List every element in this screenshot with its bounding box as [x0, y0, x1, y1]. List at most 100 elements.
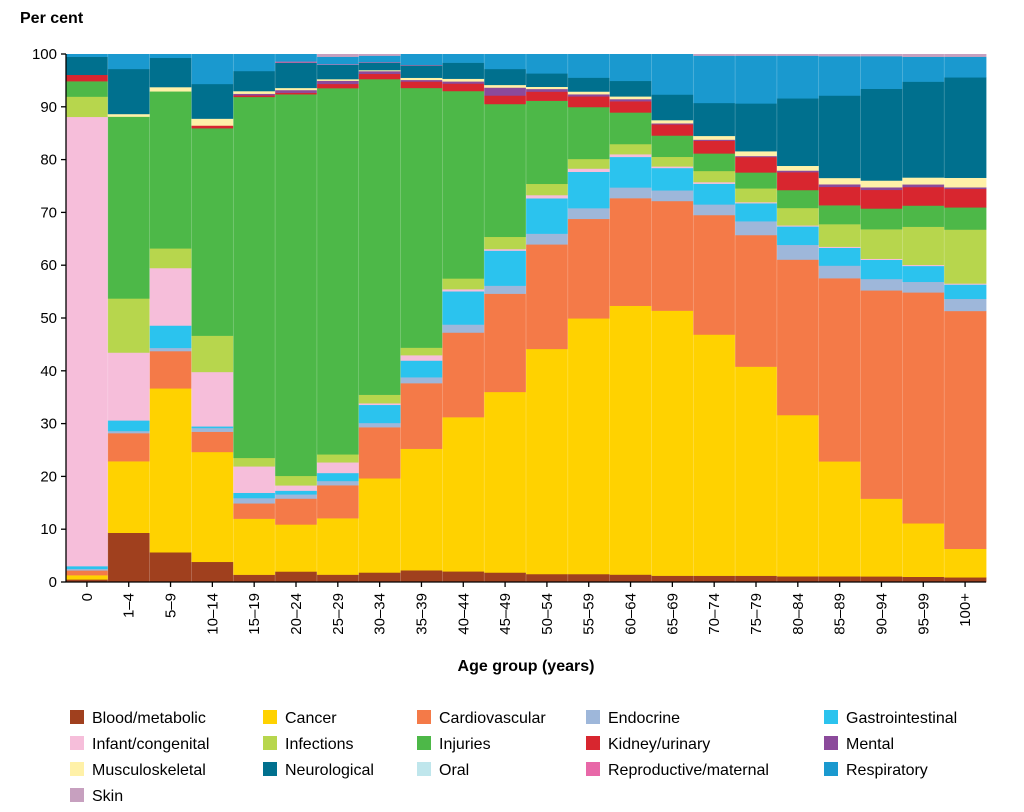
bar-segment-infant-congenital-90-94	[860, 258, 903, 261]
y-tick-label: 10	[40, 521, 57, 538]
bar-segment-neurological-45-49	[484, 68, 527, 86]
bar-segment-gastrointestinal-70-74	[693, 183, 736, 205]
bar-segment-infant-congenital-75-79	[735, 202, 778, 204]
bar-segment-cardiovascular-45-49	[484, 293, 527, 393]
bar-segment-blood-metabolic-15-19	[233, 574, 276, 583]
bar-segment-mental-75-79	[735, 155, 778, 158]
bar-segment-musculoskeletal-60-64	[609, 96, 652, 100]
bar-segment-gastrointestinal-50-54	[526, 198, 569, 234]
bar-segment-infant-congenital-5-9	[149, 267, 192, 326]
bar-segment-gastrointestinal-60-64	[609, 156, 652, 188]
y-tick-label: 70	[40, 204, 57, 221]
bar-segment-infant-congenital-20-24	[275, 485, 318, 491]
bar-segment-endocrine-10-14	[191, 427, 234, 432]
bar-segment-cancer-30-34	[358, 478, 401, 573]
bar-segment-gastrointestinal-10-14	[191, 426, 234, 429]
bar-segment-neurological-15-19	[233, 70, 276, 92]
bar-segment-cardiovascular-60-64	[609, 198, 652, 306]
bar-segment-injuries-25-29	[316, 88, 360, 455]
legend-item-musculoskeletal: Musculoskeletal	[70, 762, 206, 779]
bar-segment-kidney-urinary-45-49	[484, 95, 527, 105]
bar-segment-endocrine-5-9	[149, 347, 192, 352]
bar-segment-injuries-60-64	[609, 112, 652, 145]
x-tick-label: 0	[79, 593, 96, 601]
y-axis-title: Per cent	[20, 10, 84, 27]
bar-segment-mental-65-69	[651, 123, 694, 125]
legend-label: Cancer	[285, 710, 337, 727]
bar-segment-injuries-65-69	[651, 135, 694, 158]
bars-layer	[66, 54, 987, 583]
bar-segment-cardiovascular-70-74	[693, 214, 736, 335]
legend-label: Respiratory	[846, 762, 928, 779]
bar-segment-blood-metabolic-35-39	[400, 570, 443, 583]
bar-segment-endocrine-15-19	[233, 497, 276, 504]
legend-label: Endocrine	[608, 710, 680, 727]
bar-segment-infections-30-34	[358, 394, 401, 404]
legend: Blood/metabolic Cancer Cardiovascular Endoc…	[70, 710, 957, 805]
legend-swatch	[263, 710, 277, 724]
bar-segment-gastrointestinal-80-84	[776, 226, 820, 246]
bar-segment-kidney-urinary-55-59	[567, 96, 611, 108]
bar-segment-infections-20-24	[275, 475, 318, 486]
bar-segment-skin-75-79	[735, 54, 778, 56]
bar-segment-gastrointestinal-1-4	[107, 420, 151, 432]
bar-segment-cardiovascular-50-54	[526, 244, 569, 350]
bar-segment-musculoskeletal-90-94	[860, 180, 903, 188]
x-tick-label: 75–79	[748, 593, 765, 635]
bar-segment-cardiovascular-95-99	[902, 292, 945, 524]
bar-segment-injuries-55-59	[567, 106, 611, 160]
bar-segment-neurological-90-94	[860, 88, 903, 181]
bar-segment-infections-40-44	[442, 278, 485, 290]
bar-segment-kidney-urinary-85-89	[818, 186, 861, 206]
bar-segment-cancer-10-14	[191, 451, 234, 563]
bar-segment-cancer-25-29	[316, 518, 360, 575]
bar-segment-cancer-90-94	[860, 498, 903, 577]
x-tick-label: 80–84	[790, 593, 807, 635]
bar-segment-injuries-95-99	[902, 205, 945, 227]
legend-item-infections: Infections	[263, 736, 353, 753]
y-tick-label: 50	[40, 310, 57, 327]
bar-segment-kidney-urinary-50-54	[526, 91, 569, 101]
bar-segment-gastrointestinal-40-44	[442, 291, 485, 325]
bar-segment-musculoskeletal-15-19	[233, 91, 276, 94]
bar-segment-infections-10-14	[191, 335, 234, 373]
bar-segment-cancer-80-84	[776, 414, 820, 577]
legend-item-skin: Skin	[70, 788, 123, 805]
bar-segment-respiratory-45-49	[484, 54, 527, 70]
bar-segment-infections-95-99	[902, 226, 945, 266]
bar-segment-mental-85-89	[818, 184, 861, 188]
x-tick-label: 1–4	[121, 593, 138, 618]
bar-segment-musculoskeletal-55-59	[567, 91, 611, 95]
legend-swatch	[824, 762, 838, 776]
legend-swatch	[417, 762, 431, 776]
bar-segment-neurological-100	[944, 77, 987, 178]
bar-segment-injuries-90-94	[860, 208, 903, 230]
bar-segment-blood-metabolic-70-74	[693, 575, 736, 583]
bar-segment-blood-metabolic-75-79	[735, 575, 778, 583]
bar-segment-gastrointestinal-25-29	[316, 472, 360, 482]
bar-segment-mental-95-99	[902, 184, 945, 188]
x-tick-label: 10–14	[204, 593, 221, 635]
bar-segment-blood-metabolic-80-84	[776, 576, 820, 583]
legend-item-respiratory: Respiratory	[824, 762, 928, 779]
bar-segment-musculoskeletal-85-89	[818, 177, 861, 185]
y-tick-label: 20	[40, 468, 57, 485]
bar-segment-infections-35-39	[400, 347, 443, 356]
bar-segment-respiratory-35-39	[400, 54, 443, 66]
bar-segment-blood-metabolic-50-54	[526, 573, 569, 583]
legend-item-cardiovascular: Cardiovascular	[417, 710, 546, 727]
x-tick-label: 45–49	[497, 593, 514, 635]
bar-segment-neurological-55-59	[567, 77, 611, 92]
bar-segment-reproductive-maternal-35-39	[400, 64, 443, 66]
bar-segment-kidney-urinary-100	[944, 188, 987, 208]
bar-segment-endocrine-100	[944, 298, 987, 312]
x-tick-label: 95–99	[915, 593, 932, 635]
bar-segment-injuries-20-24	[275, 94, 318, 477]
bar-segment-respiratory-60-64	[609, 54, 652, 82]
bar-segment-endocrine-55-59	[567, 208, 611, 220]
bar-segment-kidney-urinary-65-69	[651, 124, 694, 136]
bar-segment-mental-50-54	[526, 88, 569, 92]
legend-swatch	[417, 736, 431, 750]
x-tick-label: 60–64	[623, 593, 640, 635]
